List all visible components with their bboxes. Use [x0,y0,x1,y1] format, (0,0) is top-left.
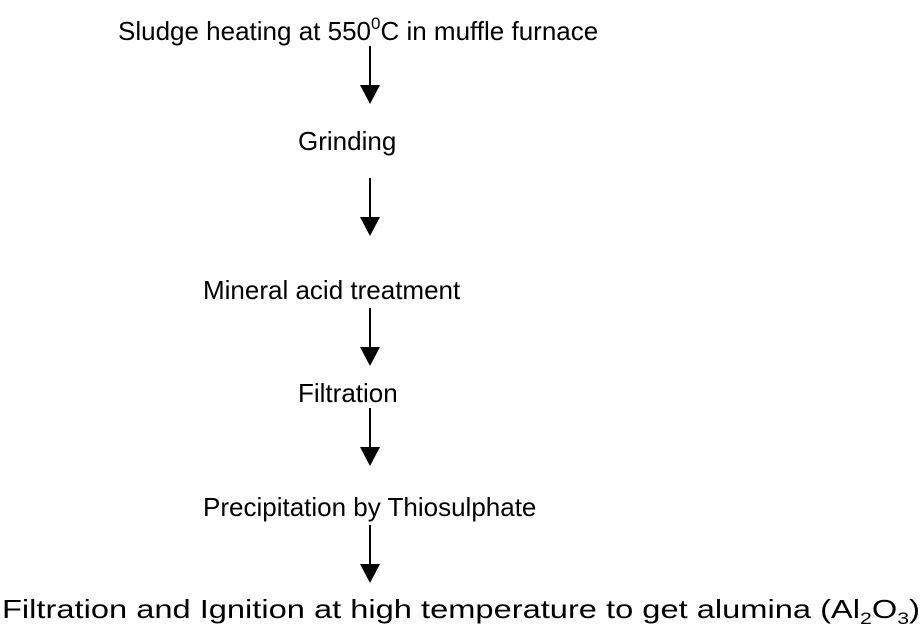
subscript: 2 [860,609,872,628]
arrow [360,525,380,583]
text-part: C in muffle furnace [380,16,598,46]
text-part: Filtration and Ignition at high temperat… [2,594,860,624]
subscript: 3 [897,609,909,628]
arrow [360,408,380,466]
superscript: 0 [371,14,380,33]
step-text: Sludge heating at 5500C in muffle furnac… [118,14,598,46]
arrow [360,308,380,366]
arrow [360,178,380,236]
step-text: Filtration [298,378,398,408]
text-part: ) [909,594,920,624]
arrow [360,46,380,104]
step-text: Mineral acid treatment [203,275,461,305]
step-text: Filtration and Ignition at high temperat… [2,594,920,628]
step-text: Grinding [298,126,396,156]
step-text: Precipitation by Thiosulphate [203,492,536,522]
text-part: Sludge heating at 550 [118,16,371,46]
text-part: O [872,594,897,624]
